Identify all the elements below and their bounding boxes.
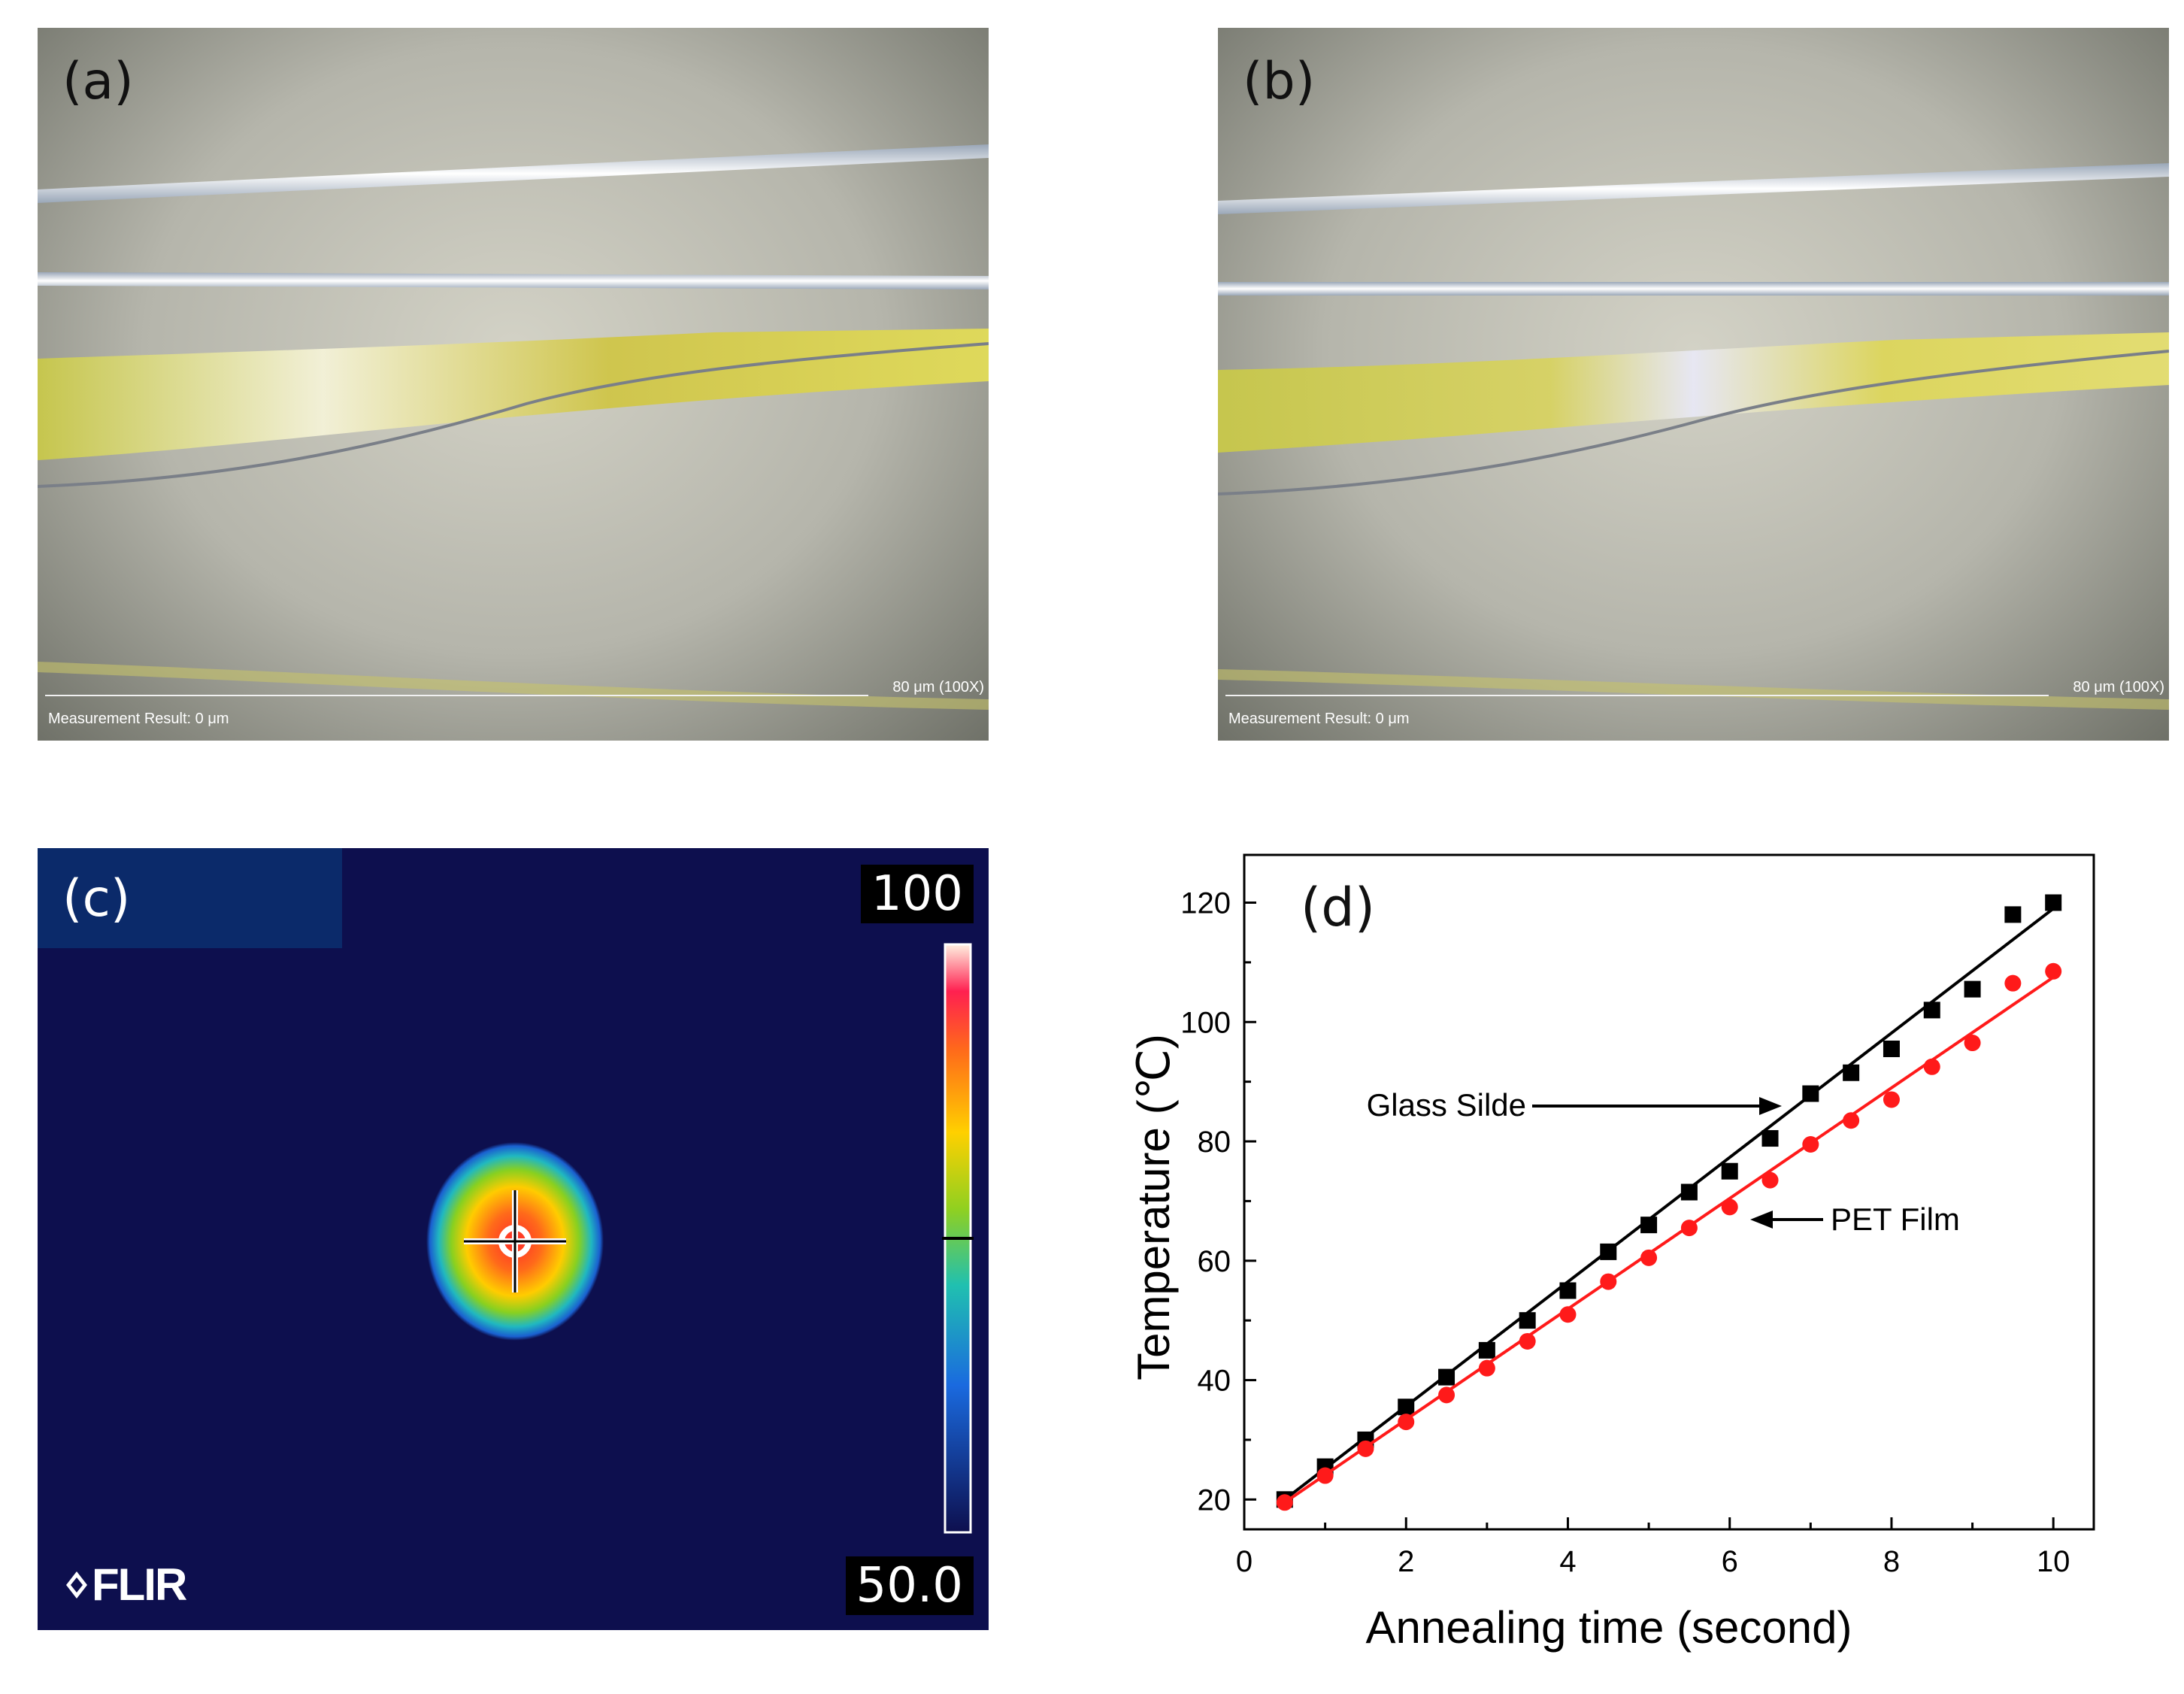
measurement-result: Measurement Result: 0 μm xyxy=(1228,711,1410,727)
panel-label-a: (a) xyxy=(62,52,134,111)
data-point-glass xyxy=(1438,1368,1455,1386)
micrograph-b: (b) 80 μm (100X) Measurement Result: 0 μ… xyxy=(1218,28,2169,741)
data-point-glass xyxy=(1478,1341,1495,1359)
y-tick-label: 40 xyxy=(1198,1365,1231,1398)
data-point-pet xyxy=(1398,1414,1415,1431)
data-point-pet xyxy=(1438,1386,1455,1404)
y-tick-label: 120 xyxy=(1180,887,1231,920)
x-tick-label: 10 xyxy=(2037,1545,2070,1578)
flir-logo-icon xyxy=(66,1571,87,1599)
data-point-pet xyxy=(1519,1332,1536,1350)
wire-line-1 xyxy=(38,144,989,203)
x-tick-label: 8 xyxy=(1883,1545,1900,1578)
thin-trace xyxy=(1218,350,2169,495)
data-point-glass xyxy=(1398,1399,1415,1416)
annotation-pet: PET Film xyxy=(1831,1202,1960,1237)
damaged-wire-region xyxy=(1218,332,2169,453)
measurement-result: Measurement Result: 0 μm xyxy=(48,711,229,727)
bottom-edge-trace xyxy=(38,662,989,710)
x-axis-label: Annealing time (second) xyxy=(1365,1602,1852,1653)
panel-label-d: (d) xyxy=(1301,877,1376,938)
data-point-glass xyxy=(2004,906,2022,923)
data-point-pet xyxy=(1802,1135,1819,1153)
data-point-pet xyxy=(1276,1494,1293,1511)
data-point-glass xyxy=(1600,1243,1617,1260)
data-point-pet xyxy=(1559,1306,1577,1323)
scale-bar-label: 80 μm (100X) xyxy=(892,679,984,695)
data-point-pet xyxy=(2004,974,2022,992)
micrograph-a-features xyxy=(38,144,989,710)
scale-min-label: 50.0 xyxy=(845,1556,974,1615)
data-point-pet xyxy=(1923,1058,1940,1075)
y-tick-label: 100 xyxy=(1180,1006,1231,1039)
annotation-glass: Glass Silde xyxy=(1367,1087,1526,1123)
temperature-chart: 0 2 4 6 8 10 20 40 60 80 100 120 Annealing time (sec… xyxy=(1098,827,2180,1694)
data-point-glass xyxy=(1640,1217,1658,1234)
data-point-pet xyxy=(1883,1091,1900,1108)
data-point-glass xyxy=(1923,1002,1940,1019)
chart-svg: 0 2 4 6 8 10 20 40 60 80 100 120 Annealing time (sec… xyxy=(1128,853,2095,1653)
data-point-pet xyxy=(1964,1035,1981,1052)
data-point-glass xyxy=(1559,1282,1577,1299)
thermal-image: (c) xyxy=(38,848,989,1630)
x-tick-label: 4 xyxy=(1559,1545,1576,1578)
data-point-glass xyxy=(1721,1162,1738,1180)
data-point-pet xyxy=(1843,1112,1860,1129)
arrowhead-pet xyxy=(1750,1211,1773,1229)
data-point-pet xyxy=(1680,1220,1698,1237)
wire-line-2 xyxy=(1218,282,2169,295)
bottom-edge-trace xyxy=(1218,669,2169,710)
data-point-glass xyxy=(1843,1064,1860,1081)
y-axis-label: Temperature (℃) xyxy=(1128,1034,1179,1380)
data-point-pet xyxy=(1640,1249,1658,1266)
scale-max-label: 100 xyxy=(860,865,974,923)
y-tick-label: 20 xyxy=(1198,1483,1231,1517)
label-box xyxy=(38,848,342,948)
data-point-pet xyxy=(1478,1359,1495,1377)
data-point-pet xyxy=(2045,962,2062,980)
data-point-pet xyxy=(1721,1199,1738,1216)
x-tick-label: 2 xyxy=(1398,1545,1414,1578)
scale-bar-label: 80 μm (100X) xyxy=(2073,679,2164,695)
flir-logo: FLIR xyxy=(92,1559,187,1610)
y-tick-label: 60 xyxy=(1198,1245,1231,1278)
data-point-pet xyxy=(1761,1171,1779,1189)
wire-line-2 xyxy=(38,272,989,289)
data-point-glass xyxy=(2045,894,2062,911)
data-point-pet xyxy=(1357,1440,1374,1457)
data-point-pet xyxy=(1600,1273,1617,1290)
panel-label-b: (b) xyxy=(1243,52,1316,111)
thin-trace xyxy=(38,342,989,488)
plot-frame xyxy=(1243,853,2095,1531)
thermal-features xyxy=(66,943,974,1599)
heated-wire-region xyxy=(38,329,989,460)
y-tick-label: 80 xyxy=(1198,1126,1231,1159)
data-point-glass xyxy=(1883,1040,1900,1057)
x-tick-label: 0 xyxy=(1236,1545,1253,1578)
micrograph-a: (a) 80 μm (100X) Measurement Result: 0 μ… xyxy=(38,28,989,741)
data-point-glass xyxy=(1964,980,1981,998)
data-point-glass xyxy=(1519,1312,1536,1329)
x-tick-label: 6 xyxy=(1722,1545,1738,1578)
micrograph-b-features xyxy=(1218,163,2169,710)
arrowhead-glass xyxy=(1759,1097,1782,1115)
data-point-glass xyxy=(1680,1183,1698,1201)
data-point-glass xyxy=(1802,1085,1819,1102)
data-point-glass xyxy=(1761,1130,1779,1147)
data-point-pet xyxy=(1316,1467,1334,1484)
panel-label-c: (c) xyxy=(62,869,131,929)
wire-line-1 xyxy=(1218,163,2169,214)
